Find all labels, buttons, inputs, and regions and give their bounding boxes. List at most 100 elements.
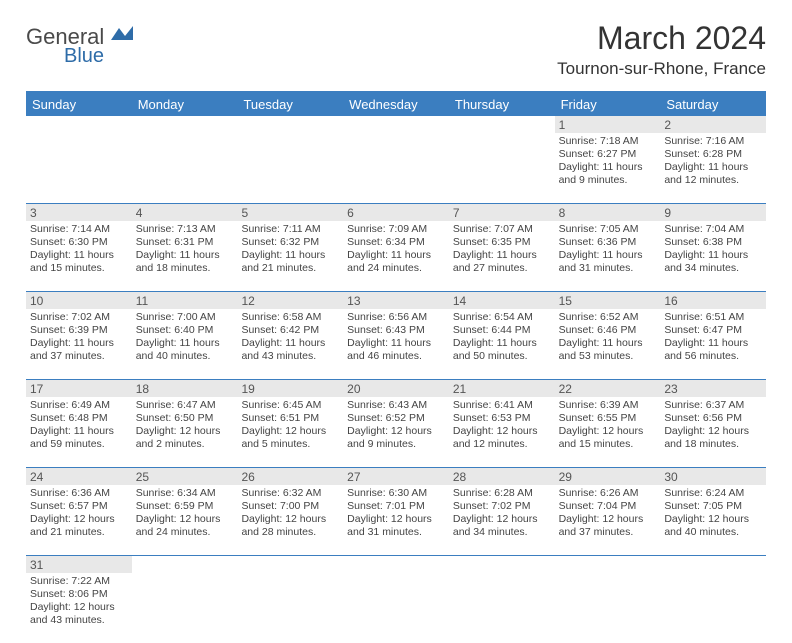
day-line: Sunset: 6:30 PM [30,236,128,249]
day-cell: Sunrise: 6:28 AMSunset: 7:02 PMDaylight:… [449,485,555,555]
day-cell: Sunrise: 6:56 AMSunset: 6:43 PMDaylight:… [343,309,449,379]
day-number: 5 [237,204,343,221]
day-number: 22 [555,380,661,397]
day-line: Daylight: 11 hours [664,337,762,350]
day-line: Sunrise: 7:14 AM [30,223,128,236]
day-number: 15 [555,292,661,309]
day-line: Sunset: 6:52 PM [347,412,445,425]
day-line: Sunset: 8:06 PM [30,588,128,601]
day-cell [449,133,555,203]
day-cell [660,573,766,643]
day-line: Sunset: 7:05 PM [664,500,762,513]
day-line: Sunset: 6:47 PM [664,324,762,337]
day-line: Daylight: 12 hours [136,513,234,526]
month-title: March 2024 [557,20,766,57]
day-cell: Sunrise: 6:41 AMSunset: 6:53 PMDaylight:… [449,397,555,467]
day-cell [26,133,132,203]
day-cell: Sunrise: 7:00 AMSunset: 6:40 PMDaylight:… [132,309,238,379]
day-line: Sunset: 6:51 PM [241,412,339,425]
daynum-row: 17181920212223 [26,380,766,397]
day-line: Sunset: 6:39 PM [30,324,128,337]
day-line: Daylight: 12 hours [241,425,339,438]
day-cell: Sunrise: 7:09 AMSunset: 6:34 PMDaylight:… [343,221,449,291]
day-cell: Sunrise: 6:39 AMSunset: 6:55 PMDaylight:… [555,397,661,467]
day-line: Daylight: 11 hours [241,337,339,350]
day-cell: Sunrise: 6:32 AMSunset: 7:00 PMDaylight:… [237,485,343,555]
day-number: 19 [237,380,343,397]
week: 10111213141516Sunrise: 7:02 AMSunset: 6:… [26,292,766,380]
day-line: Sunset: 6:59 PM [136,500,234,513]
day-number: 29 [555,468,661,485]
calendar: SundayMondayTuesdayWednesdayThursdayFrid… [26,91,766,643]
day-cell: Sunrise: 6:58 AMSunset: 6:42 PMDaylight:… [237,309,343,379]
day-header: Tuesday [237,93,343,116]
day-number: 12 [237,292,343,309]
day-line: and 9 minutes. [559,174,657,187]
logo: General Blue [26,26,133,68]
week: 12Sunrise: 7:18 AMSunset: 6:27 PMDayligh… [26,116,766,204]
day-number [132,116,238,133]
day-number: 3 [26,204,132,221]
day-line: Sunrise: 7:11 AM [241,223,339,236]
day-cell: Sunrise: 6:52 AMSunset: 6:46 PMDaylight:… [555,309,661,379]
day-line: and 37 minutes. [30,350,128,363]
day-line: and 21 minutes. [30,526,128,539]
week: 31Sunrise: 7:22 AMSunset: 8:06 PMDayligh… [26,556,766,643]
day-line: and 5 minutes. [241,438,339,451]
day-line: and 46 minutes. [347,350,445,363]
day-line: Daylight: 11 hours [347,337,445,350]
day-line: Daylight: 11 hours [347,249,445,262]
day-line: Daylight: 12 hours [30,513,128,526]
day-number: 18 [132,380,238,397]
week-body: Sunrise: 7:22 AMSunset: 8:06 PMDaylight:… [26,573,766,643]
day-line: Daylight: 12 hours [664,513,762,526]
day-line: and 18 minutes. [664,438,762,451]
day-number: 24 [26,468,132,485]
day-cell: Sunrise: 7:18 AMSunset: 6:27 PMDaylight:… [555,133,661,203]
day-number [343,556,449,573]
day-line: Sunrise: 6:39 AM [559,399,657,412]
day-number [555,556,661,573]
day-cell: Sunrise: 7:07 AMSunset: 6:35 PMDaylight:… [449,221,555,291]
day-line: Sunset: 6:34 PM [347,236,445,249]
day-line: Daylight: 11 hours [136,249,234,262]
day-line: Daylight: 12 hours [559,513,657,526]
day-number: 26 [237,468,343,485]
day-header: Thursday [449,93,555,116]
day-cell: Sunrise: 6:43 AMSunset: 6:52 PMDaylight:… [343,397,449,467]
day-cell [132,133,238,203]
day-number: 30 [660,468,766,485]
day-line: Sunrise: 7:13 AM [136,223,234,236]
day-line: Sunset: 6:31 PM [136,236,234,249]
day-number: 28 [449,468,555,485]
day-line: Daylight: 12 hours [241,513,339,526]
day-line: Sunset: 7:04 PM [559,500,657,513]
day-header: Saturday [660,93,766,116]
day-line: Sunrise: 6:49 AM [30,399,128,412]
day-line: Daylight: 11 hours [136,337,234,350]
logo-flag-icon [111,26,133,42]
day-line: Sunset: 6:56 PM [664,412,762,425]
day-number: 7 [449,204,555,221]
day-line: Daylight: 11 hours [453,337,551,350]
week-body: Sunrise: 7:02 AMSunset: 6:39 PM Daylight:… [26,309,766,379]
day-line: and 34 minutes. [664,262,762,275]
daynum-row: 10111213141516 [26,292,766,309]
day-line: and 34 minutes. [453,526,551,539]
day-line: Sunrise: 7:00 AM [136,311,234,324]
day-line: Sunset: 7:00 PM [241,500,339,513]
day-line: Sunrise: 7:02 AM [30,311,128,324]
day-number [449,116,555,133]
day-line: Daylight: 12 hours [347,425,445,438]
day-line: Sunset: 7:02 PM [453,500,551,513]
day-number: 17 [26,380,132,397]
day-cell [343,133,449,203]
day-cell: Sunrise: 6:37 AMSunset: 6:56 PMDaylight:… [660,397,766,467]
week-body: Sunrise: 7:18 AMSunset: 6:27 PMDaylight:… [26,133,766,203]
day-number: 9 [660,204,766,221]
day-number: 2 [660,116,766,133]
day-line: Daylight: 11 hours [559,249,657,262]
day-line: Sunrise: 6:56 AM [347,311,445,324]
day-cell [237,133,343,203]
day-line: and 21 minutes. [241,262,339,275]
